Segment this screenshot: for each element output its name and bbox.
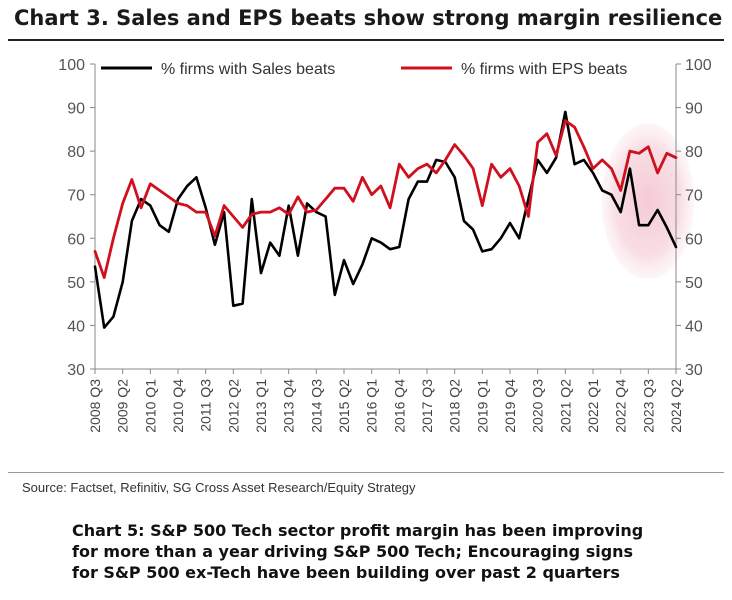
chart-title: Chart 3. Sales and EPS beats show strong…	[14, 6, 723, 30]
legend-label-sales: % firms with Sales beats	[161, 61, 335, 78]
x-tick-label: 2014 Q3	[308, 379, 324, 433]
x-tick-label: 2010 Q4	[170, 379, 186, 433]
y-tick-label-right: 70	[685, 188, 703, 205]
eps-beats-line	[93, 119, 678, 279]
sales-eps-beats-chart: 30 30 40 40 50 50 60 60 70 70 80 80 90 90 100 100 2008 Q…	[58, 57, 712, 433]
source-divider	[8, 472, 724, 473]
y-tick-label-left: 50	[67, 275, 85, 292]
y-tick-label-right: 100	[685, 57, 712, 74]
x-tick-label: 2013 Q1	[253, 379, 269, 433]
caption-line: for S&P 500 ex-Tech have been building o…	[72, 563, 620, 582]
x-tick-label: 2020 Q3	[530, 379, 546, 433]
x-tick-label: 2016 Q1	[364, 379, 380, 433]
caption-line: for more than a year driving S&P 500 Tec…	[72, 542, 634, 561]
x-tick-label: 2009 Q2	[115, 379, 131, 433]
y-tick-label-left: 60	[67, 231, 85, 248]
legend-label-eps: % firms with EPS beats	[461, 61, 627, 78]
x-tick-label: 2019 Q1	[474, 379, 490, 433]
y-tick-label-left: 90	[67, 101, 85, 118]
title-underline	[8, 39, 724, 41]
x-tick-label: 2022 Q4	[613, 379, 629, 433]
source-note: Source: Factset, Refinitiv, SG Cross Ass…	[22, 480, 416, 495]
y-tick-label-left: 100	[58, 57, 85, 74]
caption-line: Chart 5: S&P 500 Tech sector profit marg…	[72, 521, 644, 540]
x-tick-label: 2022 Q1	[585, 379, 601, 433]
x-tick-label: 2012 Q2	[225, 379, 241, 433]
y-tick-label-left: 70	[67, 188, 85, 205]
x-tick-label: 2019 Q4	[502, 379, 518, 433]
x-tick-label: 2013 Q4	[281, 379, 297, 433]
x-tick-label: 2017 Q3	[419, 379, 435, 433]
caption: Chart 5: S&P 500 Tech sector profit marg…	[72, 520, 712, 583]
x-tick-label: 2010 Q1	[142, 379, 158, 433]
y-tick-label-left: 40	[67, 318, 85, 335]
y-tick-label-right: 30	[685, 362, 703, 379]
x-tick-label: 2024 Q2	[668, 379, 684, 433]
x-tick-label: 2023 Q3	[640, 379, 656, 433]
x-tick-label: 2015 Q2	[336, 379, 352, 433]
y-tick-label-right: 50	[685, 275, 703, 292]
x-tick-label: 2016 Q4	[391, 379, 407, 433]
y-tick-label-right: 40	[685, 318, 703, 335]
y-tick-label-right: 80	[685, 144, 703, 161]
y-tick-label-left: 80	[67, 144, 85, 161]
x-tick-label: 2018 Q2	[447, 379, 463, 433]
y-tick-label-left: 30	[67, 362, 85, 379]
x-tick-label: 2021 Q2	[557, 379, 573, 433]
sales-beats-line	[93, 110, 678, 329]
highlight-region	[601, 123, 694, 280]
x-tick-label: 2011 Q3	[198, 379, 214, 432]
x-tick-label: 2008 Q3	[87, 379, 103, 433]
y-tick-label-right: 90	[685, 101, 703, 118]
y-tick-label-right: 60	[685, 231, 703, 248]
